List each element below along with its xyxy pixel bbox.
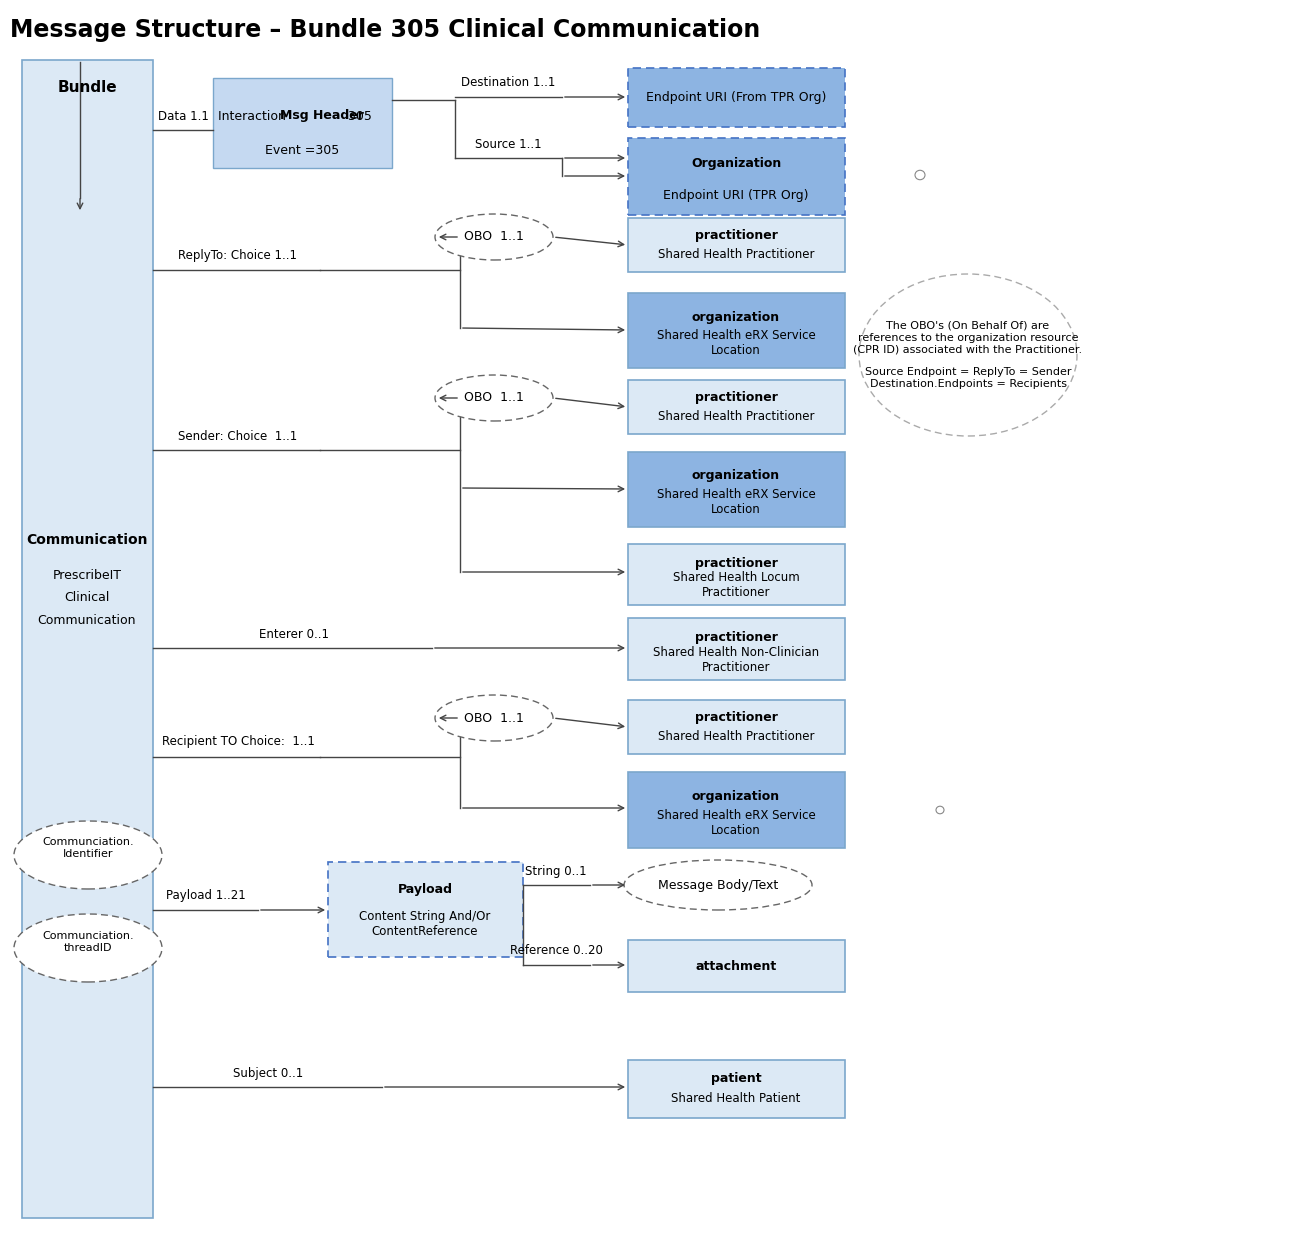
Bar: [628, 939, 845, 992]
Text: Reference 0..20: Reference 0..20: [510, 944, 602, 958]
Text: ReplyTo: Choice 1..1: ReplyTo: Choice 1..1: [179, 249, 297, 263]
Text: Shared Health Practitioner: Shared Health Practitioner: [658, 410, 815, 423]
Bar: [628, 700, 845, 755]
Text: Shared Health Locum
Practitioner: Shared Health Locum Practitioner: [673, 571, 799, 599]
Text: Organization: Organization: [691, 158, 781, 170]
Bar: [22, 60, 152, 1217]
Ellipse shape: [859, 274, 1077, 436]
Text: Sender: Choice  1..1: Sender: Choice 1..1: [179, 429, 298, 443]
Text: Subject 0..1: Subject 0..1: [233, 1066, 304, 1080]
Text: Communication: Communication: [38, 614, 137, 628]
Ellipse shape: [624, 860, 812, 910]
Text: Enterer 0..1: Enterer 0..1: [259, 628, 328, 640]
Text: Bundle: Bundle: [58, 81, 117, 96]
Bar: [328, 862, 523, 957]
Bar: [628, 293, 845, 369]
Text: Shared Health eRX Service
Location: Shared Health eRX Service Location: [657, 329, 816, 357]
Text: Source 1..1: Source 1..1: [474, 138, 541, 150]
Text: attachment: attachment: [695, 959, 777, 973]
Text: Destination 1..1: Destination 1..1: [461, 77, 556, 89]
Text: Endpoint URI (From TPR Org): Endpoint URI (From TPR Org): [645, 91, 827, 103]
Text: Data 1.1: Data 1.1: [158, 109, 209, 123]
Text: Shared Health Practitioner: Shared Health Practitioner: [658, 248, 815, 261]
Text: Clinical: Clinical: [64, 592, 109, 604]
Bar: [628, 452, 845, 527]
Text: Shared Health Patient: Shared Health Patient: [671, 1092, 800, 1106]
Text: Shared Health eRX Service
Location: Shared Health eRX Service Location: [657, 488, 816, 516]
Text: Payload: Payload: [398, 884, 452, 896]
Text: The OBO's (On Behalf Of) are
references to the organization resource
(CPR ID) as: The OBO's (On Behalf Of) are references …: [853, 321, 1083, 388]
Text: Message Structure – Bundle 305 Clinical Communication: Message Structure – Bundle 305 Clinical …: [11, 19, 761, 42]
Ellipse shape: [435, 695, 553, 741]
Text: practitioner: practitioner: [695, 632, 778, 644]
Text: Endpoint URI (TPR Org): Endpoint URI (TPR Org): [664, 190, 808, 202]
Text: practitioner: practitioner: [695, 228, 778, 242]
Text: organization: organization: [692, 469, 781, 483]
Text: Communication: Communication: [26, 532, 147, 547]
Text: Shared Health eRX Service
Location: Shared Health eRX Service Location: [657, 809, 816, 836]
Text: Interaction: Interaction: [218, 109, 290, 123]
Bar: [628, 138, 845, 215]
Text: Recipient TO Choice:  1..1: Recipient TO Choice: 1..1: [162, 736, 314, 748]
Text: patient: patient: [711, 1072, 761, 1085]
Bar: [628, 68, 845, 127]
Text: Msg Header: Msg Header: [280, 109, 364, 123]
Bar: [628, 772, 845, 848]
Ellipse shape: [14, 915, 162, 982]
Bar: [628, 380, 845, 434]
Bar: [628, 618, 845, 680]
Text: organization: organization: [692, 789, 781, 803]
Bar: [213, 78, 392, 168]
Bar: [628, 544, 845, 606]
Text: String 0..1: String 0..1: [526, 865, 587, 879]
Ellipse shape: [435, 375, 553, 421]
Bar: [628, 218, 845, 272]
Text: OBO  1..1: OBO 1..1: [464, 391, 524, 405]
Text: Event =305: Event =305: [265, 144, 339, 158]
Text: practitioner: practitioner: [695, 557, 778, 570]
Text: Payload 1..21: Payload 1..21: [166, 890, 246, 902]
Ellipse shape: [435, 213, 553, 261]
Text: 305: 305: [344, 109, 372, 123]
Text: OBO  1..1: OBO 1..1: [464, 711, 524, 725]
Text: organization: organization: [692, 310, 781, 324]
Text: practitioner: practitioner: [695, 711, 778, 724]
Text: OBO  1..1: OBO 1..1: [464, 231, 524, 243]
Ellipse shape: [14, 822, 162, 889]
Text: Content String And/Or
ContentReference: Content String And/Or ContentReference: [359, 910, 490, 938]
Text: Shared Health Practitioner: Shared Health Practitioner: [658, 730, 815, 742]
Bar: [628, 1060, 845, 1118]
Text: Communciation.
Identifier: Communciation. Identifier: [42, 838, 134, 859]
Text: PrescribeIT: PrescribeIT: [53, 568, 121, 582]
Text: Message Body/Text: Message Body/Text: [658, 879, 778, 891]
Text: practitioner: practitioner: [695, 391, 778, 403]
Text: Shared Health Non-Clinician
Practitioner: Shared Health Non-Clinician Practitioner: [653, 645, 819, 674]
Text: Communciation.
threadID: Communciation. threadID: [42, 931, 134, 953]
